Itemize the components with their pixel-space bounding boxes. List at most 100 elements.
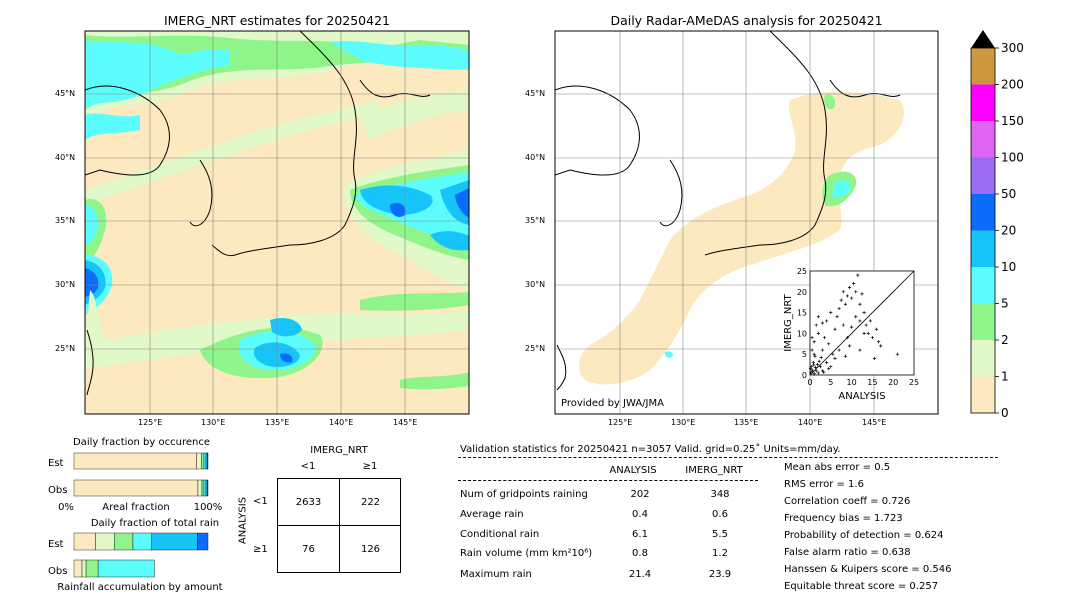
scatter-point bbox=[839, 298, 843, 302]
contingency-cell: 222 bbox=[360, 497, 381, 508]
radar-lon-tick: 145°E bbox=[862, 418, 887, 427]
colorbar-segment bbox=[971, 267, 995, 304]
scatter-point bbox=[852, 281, 856, 286]
scatter-point bbox=[862, 331, 866, 335]
scatter-point bbox=[874, 327, 879, 331]
scatter-point bbox=[812, 340, 816, 344]
scatter-xtick: 25 bbox=[909, 378, 919, 387]
scatter-point bbox=[810, 368, 814, 372]
radar-lat-tick: 45°N bbox=[525, 89, 546, 98]
radar-lon-tick: 140°E bbox=[798, 418, 823, 427]
scatter-point bbox=[813, 365, 818, 370]
contingency-col-label: <1 bbox=[300, 461, 316, 472]
scatter-point bbox=[847, 344, 852, 348]
rain-cat-obs: Obs bbox=[48, 566, 67, 577]
validation-score: Frequency bias = 1.723 bbox=[784, 513, 903, 524]
colorbar-label: 0 bbox=[1001, 406, 1009, 420]
scatter-xlabel: ANALYSIS bbox=[838, 391, 885, 402]
scatter-point bbox=[825, 319, 829, 323]
validation-row-imerg: 348 bbox=[710, 489, 730, 500]
radar-lat-tick: 35°N bbox=[525, 216, 546, 225]
colorbar-label: 10 bbox=[1001, 260, 1016, 274]
fraction-bar-segment bbox=[85, 559, 99, 578]
scatter-point bbox=[858, 348, 862, 352]
fraction-bar-segment bbox=[203, 479, 207, 497]
scatter-point bbox=[835, 315, 839, 319]
scatter-diagonal bbox=[809, 270, 915, 376]
scatter-xtick: 15 bbox=[867, 378, 877, 387]
scatter-point bbox=[872, 356, 877, 360]
validation-row-label: Conditional rain bbox=[460, 529, 540, 540]
colorbar-segment bbox=[971, 340, 995, 377]
colorbar-label: 200 bbox=[1001, 78, 1024, 92]
radar-map-title: Daily Radar-AMeDAS analysis for 20250421 bbox=[610, 13, 883, 28]
colorbar: 0 1 2 5 10 20 50 100 150 200 300 bbox=[970, 30, 1024, 420]
scatter-point bbox=[854, 290, 858, 294]
colorbar-label: 150 bbox=[1001, 114, 1024, 128]
scatter-point bbox=[837, 306, 841, 311]
validation-subdivider bbox=[458, 480, 758, 481]
scatter-xtick: 5 bbox=[828, 378, 833, 387]
fraction-bar-segment bbox=[197, 532, 209, 551]
fraction-bar-segment bbox=[73, 452, 197, 470]
scatter-point bbox=[827, 342, 831, 346]
fraction-bar-segment bbox=[205, 452, 208, 470]
contingency-row-axis-label: ANALYSIS bbox=[237, 496, 249, 545]
occurrence-cat-est: Est bbox=[48, 458, 64, 469]
scatter-point bbox=[862, 311, 866, 315]
contingency-cell: 126 bbox=[360, 544, 381, 555]
colorbar-segment bbox=[971, 84, 995, 121]
scatter-point bbox=[843, 354, 847, 358]
scatter-point bbox=[822, 370, 826, 374]
scatter-point bbox=[814, 323, 818, 327]
fraction-bar-segment bbox=[95, 532, 115, 551]
colorbar-segment bbox=[971, 157, 995, 194]
scatter-point bbox=[809, 371, 813, 375]
scatter-point bbox=[864, 323, 868, 327]
scatter-point bbox=[866, 331, 870, 335]
scatter-point bbox=[841, 290, 845, 294]
scatter-point bbox=[845, 294, 850, 298]
validation-row-analysis: 0.8 bbox=[632, 548, 648, 559]
fraction-bar-segment bbox=[201, 452, 205, 470]
validation-row-analysis: 21.4 bbox=[628, 569, 652, 580]
contingency-col-label: ≥1 bbox=[362, 461, 378, 472]
imerg-lon-tick: 135°E bbox=[265, 418, 290, 427]
rain-fraction-title: Daily fraction of total rain bbox=[90, 518, 220, 529]
scatter-ylabel: IMERG_NRT bbox=[783, 293, 794, 351]
scatter-point bbox=[808, 367, 813, 371]
fraction-bar-segment bbox=[73, 532, 96, 551]
scatter-point bbox=[810, 348, 814, 352]
occurrence-xlabel: Areal fraction bbox=[102, 502, 169, 513]
scatter-point bbox=[868, 319, 872, 323]
scatter-point bbox=[811, 360, 815, 365]
scatter-point bbox=[817, 359, 821, 363]
colorbar-segment bbox=[971, 194, 995, 231]
scatter-point bbox=[833, 356, 837, 360]
scatter-point bbox=[810, 370, 815, 374]
imerg-lat-tick: 40°N bbox=[55, 153, 76, 162]
fraction-bar-segment bbox=[197, 479, 203, 497]
colorbar-segment bbox=[971, 303, 995, 340]
validation-score: Correlation coeff = 0.726 bbox=[784, 496, 911, 507]
validation-score: Equitable threat score = 0.257 bbox=[784, 581, 939, 592]
scatter-point bbox=[810, 335, 814, 340]
validation-row-analysis: 202 bbox=[630, 489, 650, 500]
scatter-point bbox=[829, 365, 833, 369]
imerg-lon-tick: 125°E bbox=[138, 418, 163, 427]
fraction-bar-segment bbox=[73, 479, 199, 497]
scatter-xtick: 0 bbox=[807, 378, 812, 387]
validation-col-analysis: ANALYSIS bbox=[609, 465, 657, 476]
scatter-point bbox=[879, 344, 883, 348]
imerg-lat-tick: 45°N bbox=[55, 89, 76, 98]
occurrence-xtick-0: 0% bbox=[58, 502, 74, 513]
validation-score: False alarm ratio = 0.638 bbox=[784, 547, 911, 558]
scatter-point bbox=[816, 371, 820, 375]
validation-row-label: Rain volume (mm km²10⁶) bbox=[460, 548, 593, 559]
scatter-point bbox=[837, 348, 841, 352]
occurrence-xtick-100: 100% bbox=[194, 502, 223, 513]
scatter-point bbox=[850, 325, 854, 329]
scatter-xtick: 10 bbox=[847, 378, 857, 387]
validation-row-label: Average rain bbox=[460, 509, 524, 520]
radar-lon-tick: 125°E bbox=[608, 418, 633, 427]
